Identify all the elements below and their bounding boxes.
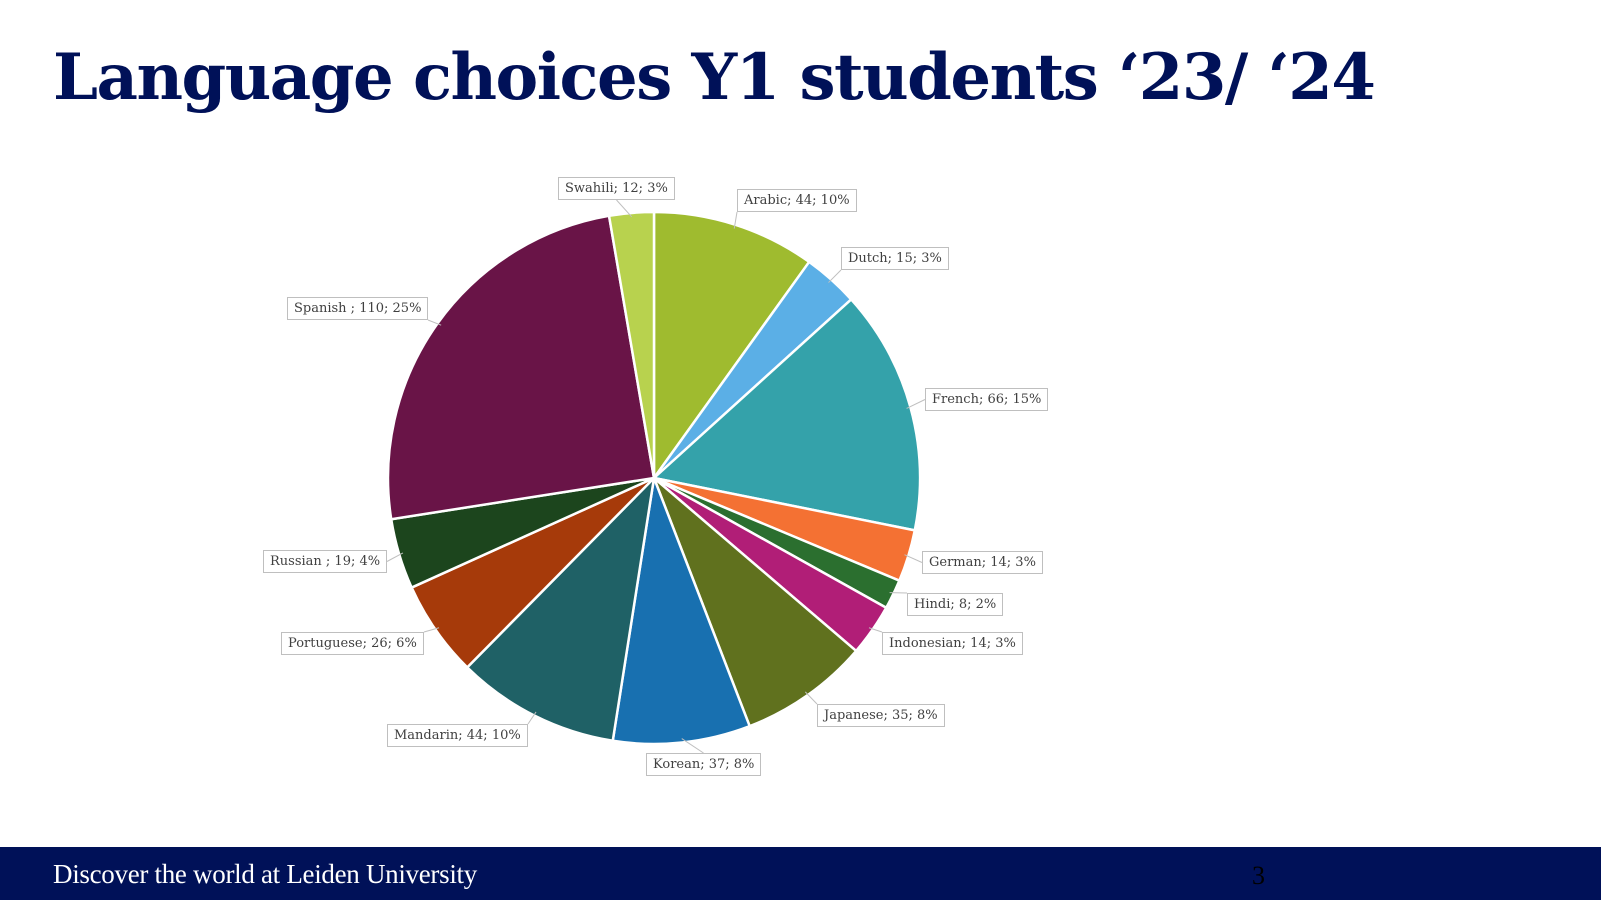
leader-line [828, 269, 842, 283]
pie-slice-japanese [652, 476, 858, 728]
leader-line [733, 211, 738, 229]
data-label-korean: Korean; 37; 8% [646, 753, 762, 776]
leader-line [868, 627, 883, 633]
pie-slice-korean [611, 476, 751, 746]
pie-slice-arabic [652, 210, 811, 480]
pie-slice-swahili [607, 210, 656, 480]
leader-line [616, 199, 633, 218]
data-label-portuguese: Portuguese; 26; 6% [281, 632, 424, 655]
pie-slice-spanish [386, 214, 656, 521]
page-number: 3 [1252, 861, 1265, 890]
data-label-spanish: Spanish ; 110; 25% [287, 297, 429, 320]
pie-chart: Arabic; 44; 10% Dutch; 15; 3% French; 66; … [263, 177, 1049, 776]
pie-chart-graphic [386, 199, 926, 754]
data-label-russian: Russian ; 19; 4% [263, 550, 388, 573]
pie-slice-french [652, 298, 922, 532]
data-label-french: French; 66; 15% [925, 388, 1049, 411]
data-label-japanese: Japanese; 35; 8% [817, 704, 945, 727]
data-label-indonesian: Indonesian; 14; 3% [882, 632, 1023, 655]
footer-tagline: Discover the world at Leiden University [53, 859, 477, 889]
data-label-mandarin: Mandarin; 44; 10% [387, 724, 528, 747]
data-label-german: German; 14; 3% [922, 551, 1043, 574]
data-label-swahili: Swahili; 12; 3% [558, 177, 675, 200]
leader-line [427, 319, 442, 326]
data-label-arabic: Arabic; 44; 10% [737, 189, 857, 212]
leader-line [681, 738, 704, 754]
leader-line [423, 627, 440, 633]
leader-line [906, 399, 926, 409]
leader-line [527, 711, 537, 725]
leader-line [804, 691, 818, 705]
data-label-dutch: Dutch; 15; 3% [841, 247, 949, 270]
slide-title: Language choices Y1 students ‘23/ ‘24 [53, 40, 1376, 115]
leader-line [386, 552, 404, 562]
footer-bar: Discover the world at Leiden University … [0, 847, 1601, 900]
leader-line [904, 554, 923, 563]
data-label-hindi: Hindi; 8; 2% [907, 593, 1004, 616]
